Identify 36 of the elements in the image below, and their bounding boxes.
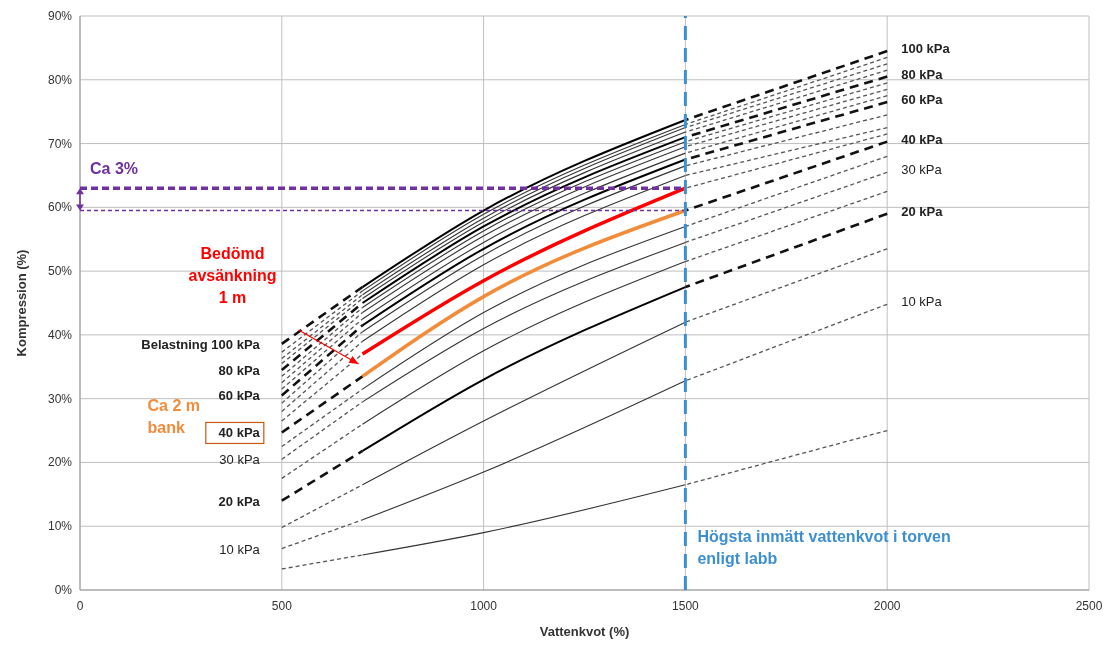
x-tick-label: 1000 [470,599,498,613]
y-tick-label: 80% [47,72,73,87]
ref-line-label: Högsta inmätt vattenkvot i torven enligt labb [697,528,951,567]
annotation: 30 kPa [901,162,943,178]
annotation: 20 kPa [901,203,944,219]
annotation: 60 kPa [901,92,944,108]
annotation: 10 kPa [901,294,943,310]
annotation: Belastning 100 kPa [141,336,261,352]
y-tick-label: 10% [47,519,73,534]
y-tick-label: 30% [47,391,73,406]
x-tick-label: 0 [76,599,84,613]
annotation: 20 kPa [218,493,261,509]
y-tick-label: 60% [47,200,73,215]
y-tick-label: 20% [47,455,73,470]
annotation: 10 kPa [219,541,261,557]
annotation: 40 kPa [901,131,944,147]
y-tick-label: 50% [47,264,73,279]
annotation: 80 kPa [901,66,944,82]
annotation: 30 kPa [219,452,261,468]
text: Ca 2 m bank [147,397,200,437]
x-tick-label: 1500 [672,599,700,613]
annotation: 60 kPa [218,388,261,404]
annotation: 80 kPa [218,362,261,378]
text: Bedömd avsänkning 1 m [188,245,277,307]
x-axis-title: Vattenkvot (%) [539,624,630,639]
x-tick-label: 2000 [873,599,901,613]
annotation: 40 kPa [218,425,261,441]
annotation: 100 kPa [901,41,951,57]
y-tick-label: 0% [54,583,73,597]
y-axis-title: Kompression (%) [14,249,29,357]
x-tick-label: 500 [271,599,293,613]
y-tick-label: 70% [47,136,73,151]
y-tick-label: 40% [47,327,73,342]
x-tick-label: 2500 [1075,599,1103,613]
y-tick-label: 90% [47,9,73,23]
series-label: Ca 3% [90,160,139,178]
